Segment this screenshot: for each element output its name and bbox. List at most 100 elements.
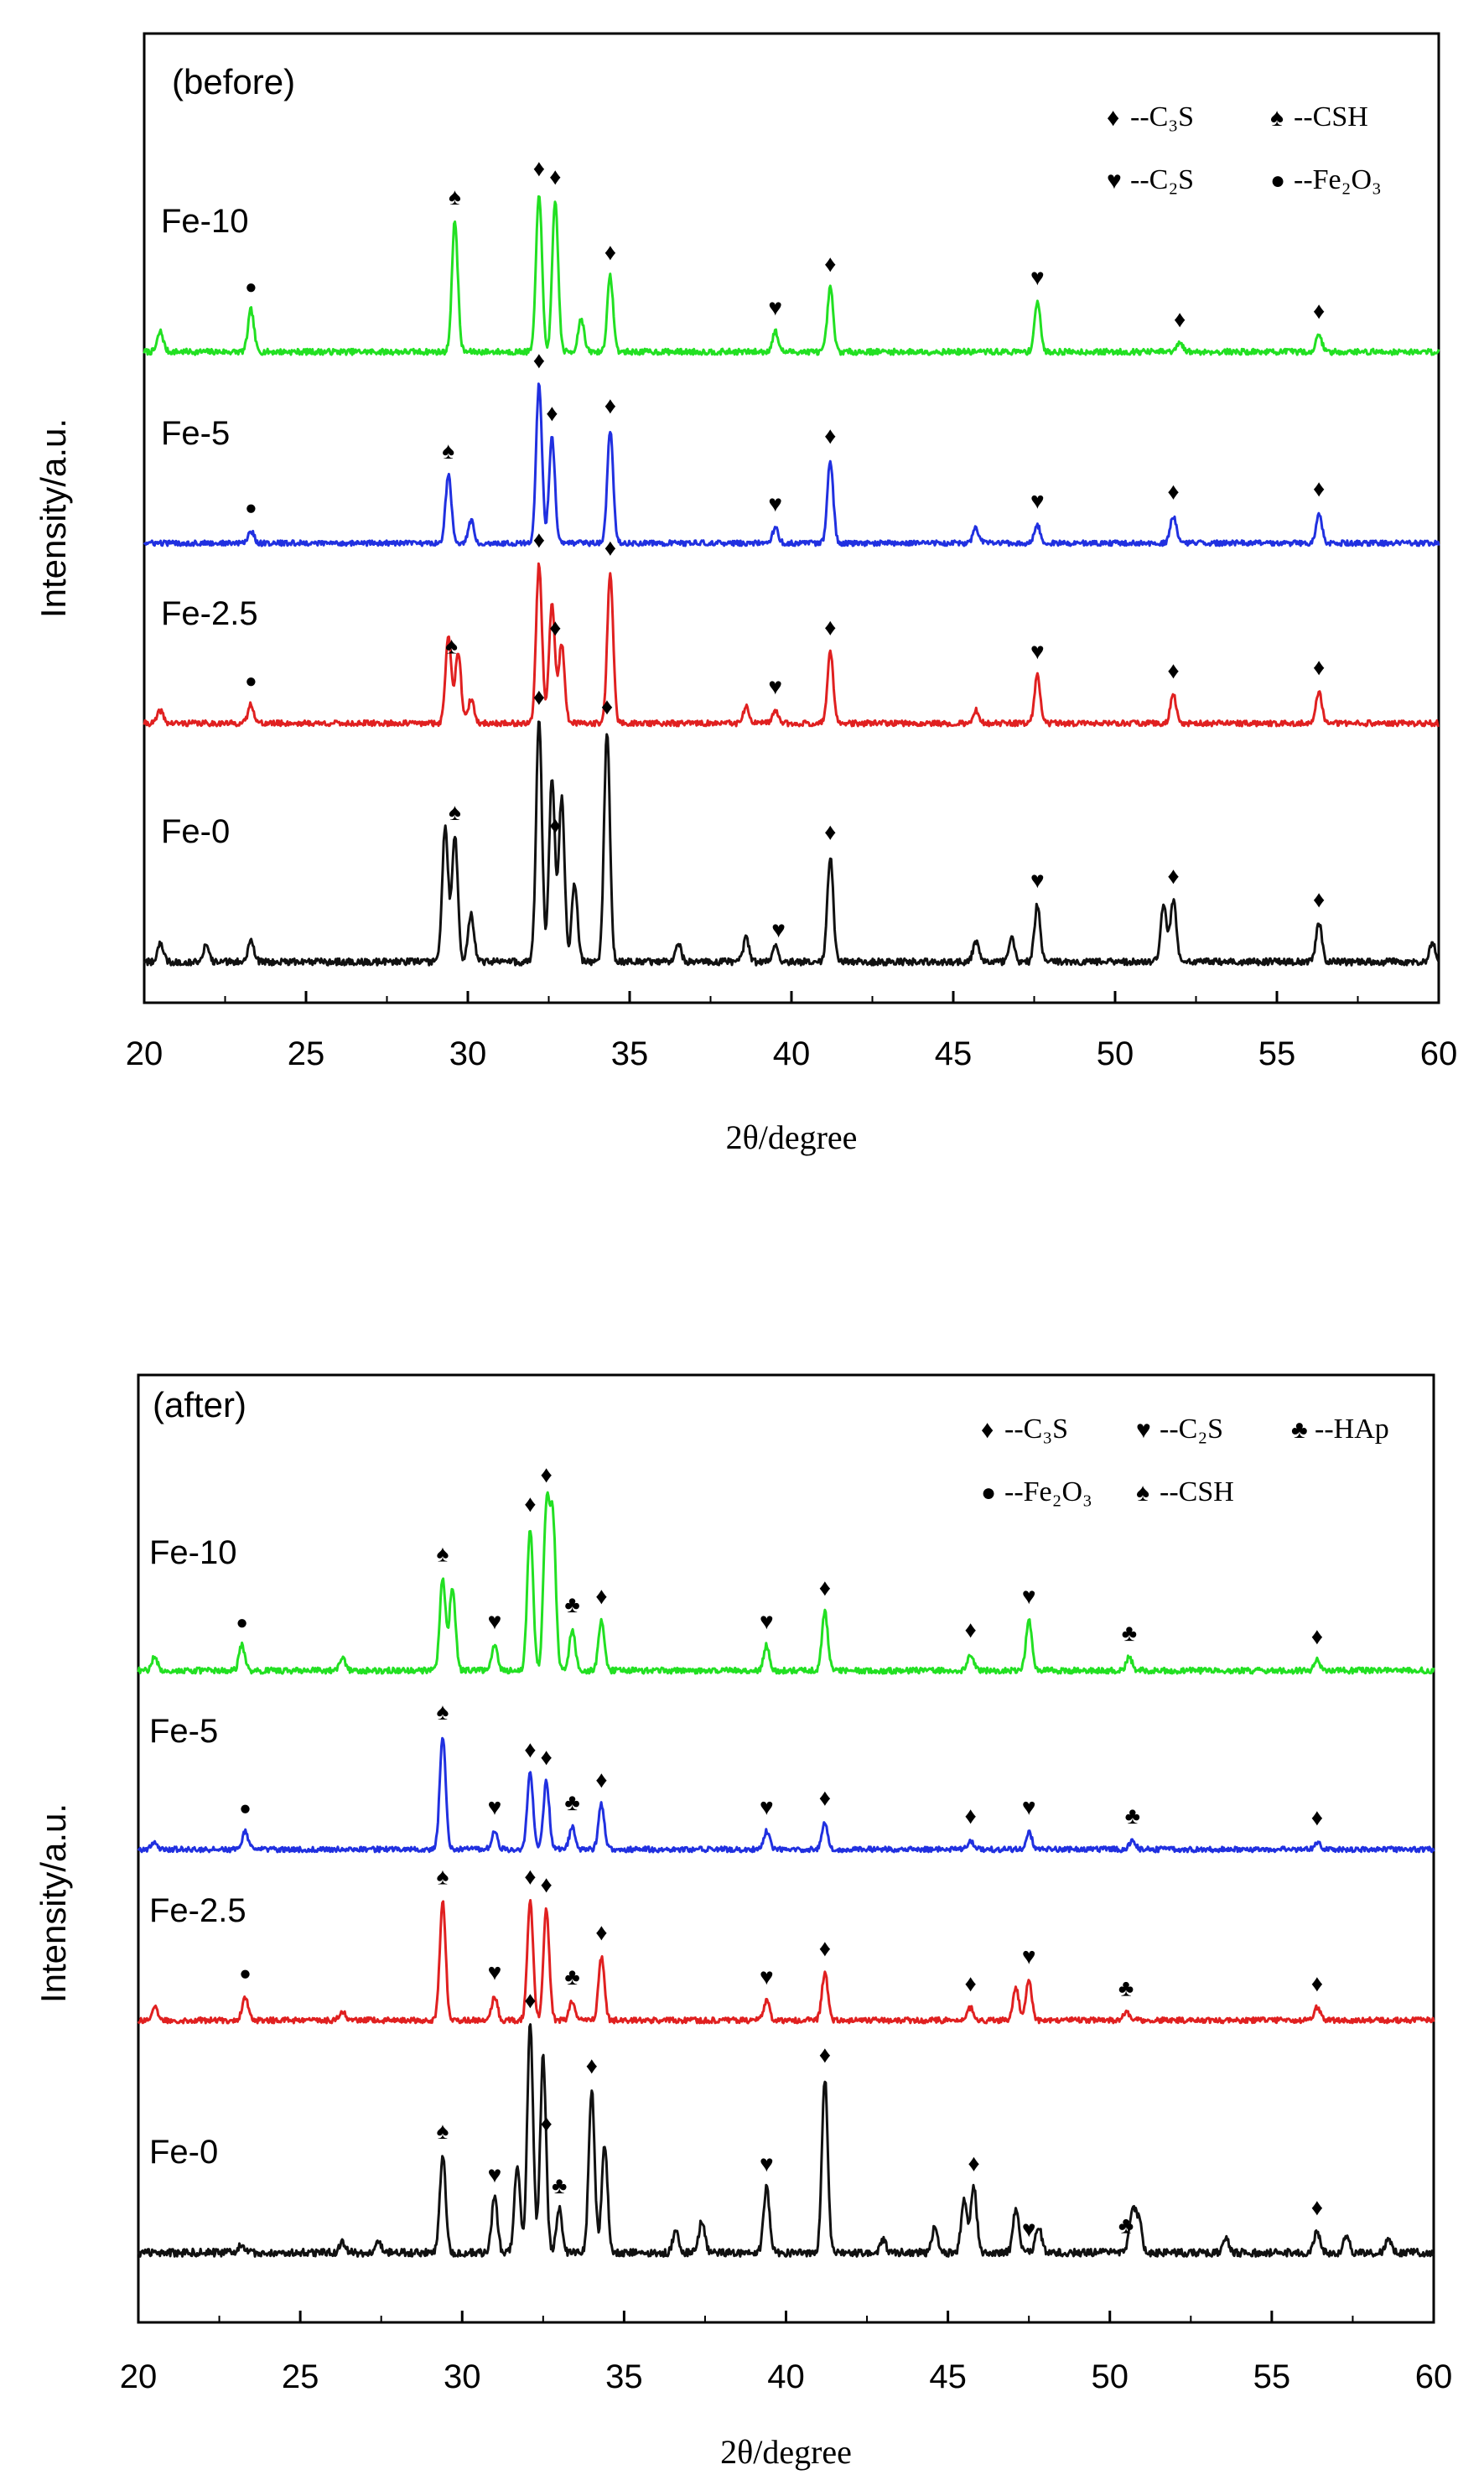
peak-marker: ♥: [768, 295, 782, 321]
peak-marker: ♣: [564, 1790, 579, 1816]
legend-label: --CSH: [1160, 1476, 1234, 1507]
legend-label: --HAp: [1315, 1414, 1389, 1445]
peak-marker: ♦: [819, 2042, 831, 2068]
peak-marker: ♠: [437, 1865, 449, 1891]
peak-marker: ●: [239, 1964, 252, 1985]
peak-marker: ♥: [1022, 1794, 1036, 1820]
series-line-fe-5: [143, 382, 1440, 547]
x-tick-label: 20: [120, 2358, 158, 2395]
x-tick-label: 25: [288, 1035, 325, 1072]
series-label: Fe-5: [149, 1713, 218, 1750]
peak-marker: ♣: [1118, 2213, 1134, 2239]
peak-marker: ♥: [1022, 1584, 1036, 1610]
peak-marker: ♦: [965, 1803, 977, 1829]
legend-label: --Fe₂O₃: [1294, 164, 1382, 195]
series-fe-2.5: Fe-2.5 ● ♠ ♦ ♦ ♦ ♥ ♦ ♥ ♦ ♦: [143, 527, 1440, 728]
peak-marker: ♠: [445, 633, 458, 659]
peak-marker: ♦: [1167, 864, 1179, 890]
peak-marker: ♦: [1313, 476, 1325, 502]
peak-marker: ♣: [1125, 1803, 1140, 1829]
peak-marker: ♣: [552, 2173, 567, 2199]
peak-marker: ♥: [760, 1794, 774, 1820]
peak-marker: ●: [236, 1612, 248, 1634]
peak-marker: ♦: [533, 527, 545, 553]
series-line-fe-10: [137, 1491, 1435, 1675]
x-tick-label: 20: [126, 1035, 163, 1072]
legend-symbol: ♦: [981, 1416, 994, 1444]
peak-marker: ♥: [768, 491, 782, 517]
legend-symbol: ♠: [1136, 1479, 1149, 1507]
legend-symbol: ♦: [1107, 104, 1119, 132]
peak-marker: ●: [245, 277, 257, 298]
peak-marker: ♦: [595, 1920, 607, 1946]
x-tick-label: 30: [444, 2358, 481, 2395]
peak-marker: ♦: [1167, 658, 1179, 684]
peak-marker: ♥: [771, 917, 786, 943]
series-label: Fe-2.5: [161, 595, 258, 632]
legend-symbol: ♥: [1107, 167, 1122, 195]
peak-marker: ♥: [488, 2162, 502, 2188]
y-axis-label: Intensity/a.u.: [34, 418, 73, 618]
x-tick-label: 30: [449, 1035, 487, 1072]
peak-marker: ♦: [1313, 298, 1325, 324]
peak-marker: ♦: [965, 1971, 977, 1997]
x-tick-label: 60: [1415, 2358, 1453, 2395]
peak-marker: ♦: [819, 1575, 831, 1601]
peak-marker: ♦: [968, 2151, 979, 2177]
legend-label: --C₃S: [1130, 101, 1194, 132]
peak-marker: ♥: [488, 1609, 502, 1635]
peak-marker: ♥: [760, 1964, 774, 1990]
peak-marker: ♦: [541, 2111, 553, 2137]
panel-label: (before): [172, 62, 295, 101]
legend-symbol: ♠: [1270, 104, 1284, 132]
x-tick-label: 45: [929, 2358, 967, 2395]
peak-marker: ♦: [601, 694, 613, 720]
peak-marker: ♠: [449, 184, 461, 210]
peak-marker: ♥: [488, 1794, 502, 1820]
peak-marker: ♥: [488, 1960, 502, 1986]
series-line-fe-2.5: [137, 1899, 1435, 2025]
peak-marker: ♥: [768, 674, 782, 700]
peak-marker: ♦: [824, 252, 836, 278]
peak-marker: ♦: [1174, 307, 1186, 333]
peak-marker: ♦: [824, 820, 836, 846]
legend-label: --C₂S: [1160, 1414, 1223, 1445]
peak-marker: ♠: [437, 1542, 449, 1568]
legend-label: --CSH: [1294, 101, 1368, 132]
series-fe-10: Fe-10●♠♥♦♦♣ ♦♥♦♦♥♣ ♦: [137, 1462, 1435, 1675]
legend-symbol: ♣: [1291, 1416, 1308, 1444]
x-tick-label: 25: [282, 2358, 319, 2395]
peak-marker: ♥: [760, 2151, 774, 2177]
peak-marker: ♦: [524, 1492, 536, 1518]
legend-label: --C₂S: [1130, 164, 1194, 195]
x-axis-label: 2θ/degree: [726, 1118, 858, 1156]
series-label: Fe-0: [149, 2134, 218, 2171]
peak-marker: ♦: [524, 1737, 536, 1763]
legend-symbol: ♥: [1136, 1416, 1151, 1444]
peak-marker: ♥: [1030, 868, 1045, 894]
peak-marker: ♦: [824, 615, 836, 641]
peak-marker: ♦: [1167, 480, 1179, 506]
x-tick-label: 55: [1258, 1035, 1296, 1072]
peak-marker: ♦: [541, 1745, 553, 1771]
peak-marker: ♦: [604, 393, 616, 419]
x-tick-label: 35: [611, 1035, 649, 1072]
peak-marker: ♥: [1030, 488, 1045, 514]
plot-frame: [143, 32, 1440, 1004]
peak-marker: ●: [245, 498, 257, 520]
peak-marker: ♦: [1311, 2195, 1323, 2221]
peak-marker: ♦: [595, 1767, 607, 1793]
peak-marker: ♣: [1122, 1621, 1137, 1647]
peak-marker: ●: [245, 671, 257, 693]
peak-marker: ♣: [1118, 1976, 1134, 2002]
peak-marker: ♦: [549, 813, 561, 839]
x-tick-label: 40: [767, 2358, 805, 2395]
series-fe-5: Fe-5 ● ♠ ♦ ♦ ♦ ♥ ♦ ♥ ♦ ♦: [143, 348, 1440, 547]
peak-marker: ♦: [604, 536, 616, 562]
y-axis-label: Intensity/a.u.: [34, 1803, 73, 2003]
peak-marker: ♣: [564, 1592, 579, 1618]
series-line-fe-5: [137, 1736, 1435, 1854]
legend-label: --Fe₂O₃: [1004, 1476, 1092, 1507]
x-axis-label: 2θ/degree: [720, 2433, 852, 2471]
x-tick-label: 35: [605, 2358, 643, 2395]
